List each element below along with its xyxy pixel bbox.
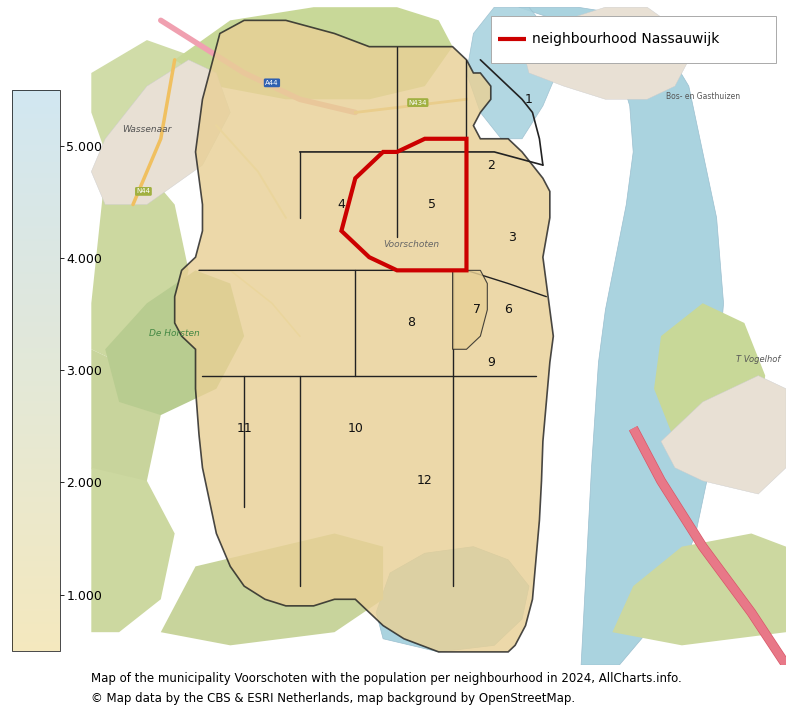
- Text: 1: 1: [525, 93, 533, 106]
- Text: 6: 6: [504, 303, 512, 316]
- Text: N44: N44: [137, 188, 150, 194]
- Text: 5: 5: [428, 198, 436, 211]
- Text: neighbourhood Nassauwijk: neighbourhood Nassauwijk: [533, 32, 720, 47]
- Text: Bos- en Gasthuizen: Bos- en Gasthuizen: [665, 92, 740, 101]
- Polygon shape: [105, 270, 245, 415]
- Text: 4: 4: [337, 198, 345, 211]
- Polygon shape: [654, 303, 765, 454]
- Polygon shape: [467, 7, 557, 139]
- Text: © Map data by the CBS & ESRI Netherlands, map background by OpenStreetMap.: © Map data by the CBS & ESRI Netherlands…: [91, 692, 576, 705]
- Text: Stevenshof: Stevenshof: [588, 46, 636, 55]
- Text: De Horsten: De Horsten: [149, 329, 200, 338]
- Text: A44: A44: [265, 80, 279, 86]
- Text: 10: 10: [348, 422, 363, 435]
- Polygon shape: [91, 349, 160, 500]
- Text: N434: N434: [409, 100, 427, 106]
- Text: T Vogelhof: T Vogelhof: [736, 355, 781, 365]
- Text: 11: 11: [237, 422, 252, 435]
- Polygon shape: [661, 375, 786, 494]
- Text: 9: 9: [487, 356, 495, 369]
- Polygon shape: [91, 172, 189, 369]
- Text: 7: 7: [473, 303, 481, 316]
- Text: Map of the municipality Voorschoten with the population per neighbourhood in 202: Map of the municipality Voorschoten with…: [91, 672, 682, 685]
- Text: 8: 8: [407, 316, 415, 329]
- Polygon shape: [175, 20, 553, 652]
- Text: Voorschoten: Voorschoten: [383, 239, 439, 249]
- Polygon shape: [175, 7, 453, 99]
- Polygon shape: [91, 60, 230, 205]
- Text: Wassenaar: Wassenaar: [122, 125, 172, 134]
- Polygon shape: [376, 546, 529, 652]
- Text: 3: 3: [507, 231, 515, 244]
- Polygon shape: [91, 40, 216, 172]
- FancyBboxPatch shape: [491, 16, 776, 63]
- Text: 12: 12: [417, 475, 433, 487]
- Text: 2: 2: [487, 159, 495, 172]
- Polygon shape: [453, 270, 488, 349]
- Polygon shape: [522, 7, 689, 99]
- Polygon shape: [518, 7, 723, 665]
- Polygon shape: [612, 533, 786, 646]
- Polygon shape: [160, 533, 383, 646]
- Polygon shape: [91, 468, 175, 632]
